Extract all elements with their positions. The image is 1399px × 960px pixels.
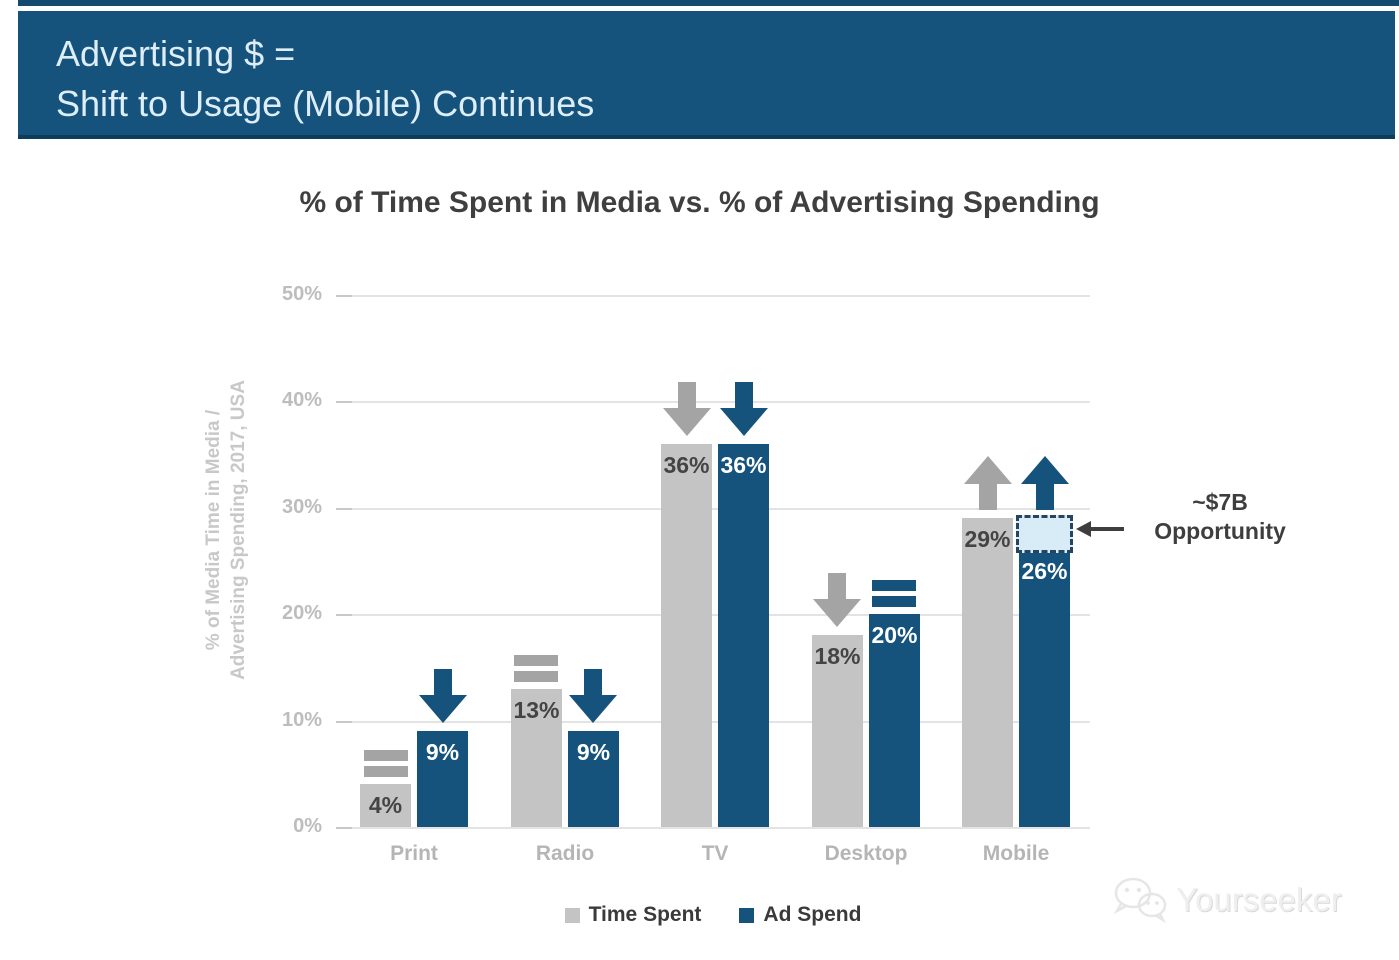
opportunity-label: Opportunity — [1154, 518, 1286, 544]
trend-equal-icon-ad-spend-desktop — [872, 580, 916, 612]
chart-title: % of Time Spent in Media vs. % of Advert… — [299, 186, 1100, 219]
y-tick-mark-20pct — [336, 614, 352, 616]
legend-swatch-icon — [564, 907, 580, 923]
bar-ad-spend-desktop — [869, 614, 920, 827]
x-axis-label-radio: Radio — [535, 842, 595, 865]
y-tick-label-20pct: 20% — [281, 602, 322, 624]
bar-value-label-ad-spend-print: 9% — [425, 739, 460, 765]
bar-value-label-time-spent-print: 4% — [368, 792, 403, 818]
trend-down-icon-ad-spend-radio — [569, 669, 617, 723]
bar-ad-spend-print — [417, 731, 468, 827]
legend-label: Ad Spend — [763, 903, 862, 926]
bar-time-spent-radio — [511, 689, 562, 827]
trend-down-icon-time-spent-tv — [663, 382, 711, 436]
header-title: Advertising $ = Shift to Usage (Mobile) … — [18, 11, 1395, 129]
x-axis-label-print: Print — [390, 842, 438, 865]
watermark-text: Yourseeker — [1176, 881, 1342, 918]
bar-value-label-time-spent-desktop: 18% — [814, 643, 861, 669]
chart-legend: Time Spent Ad Spend — [336, 903, 1090, 927]
y-tick-label-30pct: 30% — [281, 496, 322, 518]
legend-label: Time Spent — [588, 903, 702, 926]
y-tick-mark-0pct — [336, 827, 352, 829]
header-title-line2: Shift to Usage (Mobile) Continues — [56, 83, 595, 124]
opportunity-amount: ~$7B — [1192, 489, 1248, 515]
y-tick-label-40pct: 40% — [281, 389, 322, 411]
bar-ad-spend-tv — [718, 444, 769, 827]
trend-down-icon-ad-spend-tv — [720, 382, 768, 436]
watermark: Yourseeker — [1112, 876, 1342, 924]
y-axis-label-line1: % of Media Time in Media / — [203, 409, 224, 651]
x-axis-label-mobile: Mobile — [982, 842, 1050, 865]
y-tick-mark-30pct — [336, 508, 352, 510]
opportunity-annotation-text: ~$7B Opportunity — [1120, 488, 1320, 546]
trend-equal-icon-time-spent-print — [364, 750, 408, 782]
trend-up-icon-ad-spend-mobile — [1021, 456, 1069, 510]
bar-value-label-ad-spend-tv: 36% — [720, 452, 767, 478]
trend-equal-bar — [364, 750, 408, 761]
bar-value-label-time-spent-tv: 36% — [663, 452, 710, 478]
trend-up-icon-time-spent-mobile — [964, 456, 1012, 510]
legend-item-ad-spend: Ad Spend — [739, 903, 861, 927]
legend-swatch-icon — [739, 907, 755, 923]
gridline-50pct — [336, 295, 1090, 297]
y-axis-label: % of Media Time in Media / Advertising S… — [201, 380, 251, 680]
bar-time-spent-desktop — [812, 635, 863, 827]
bar-ad-spend-mobile — [1019, 550, 1070, 827]
opportunity-box — [1016, 515, 1073, 553]
legend-item-time-spent: Time Spent — [564, 903, 702, 927]
gridline-40pct — [336, 401, 1090, 403]
bar-value-label-time-spent-radio: 13% — [513, 697, 560, 723]
gridline-20pct — [336, 614, 1090, 616]
y-tick-mark-40pct — [336, 401, 352, 403]
y-tick-mark-50pct — [336, 295, 352, 297]
gridline-10pct — [336, 721, 1090, 723]
trend-equal-icon-time-spent-radio — [514, 655, 558, 687]
gridline-30pct — [336, 508, 1090, 510]
trend-equal-bar — [872, 580, 916, 591]
bar-value-label-ad-spend-radio: 9% — [576, 739, 611, 765]
bar-time-spent-mobile — [962, 518, 1013, 827]
trend-equal-bar — [514, 671, 558, 682]
bar-time-spent-tv — [661, 444, 712, 827]
bar-value-label-ad-spend-mobile: 26% — [1021, 558, 1068, 584]
trend-equal-bar — [872, 596, 916, 607]
wechat-icon — [1113, 877, 1167, 924]
bar-value-label-time-spent-mobile: 29% — [964, 526, 1011, 552]
y-tick-mark-10pct — [336, 721, 352, 723]
trend-equal-bar — [514, 655, 558, 666]
top-edge-strip — [18, 0, 1399, 6]
bar-time-spent-print — [360, 784, 411, 827]
trend-down-icon-time-spent-desktop — [813, 573, 861, 627]
y-axis-label-line2: Advertising Spending, 2017, USA — [228, 380, 249, 680]
y-tick-label-10pct: 10% — [281, 709, 322, 731]
header-banner: Advertising $ = Shift to Usage (Mobile) … — [18, 11, 1395, 139]
trend-equal-bar — [364, 766, 408, 777]
y-tick-label-50pct: 50% — [281, 283, 322, 305]
x-axis-label-desktop: Desktop — [824, 842, 908, 865]
x-axis-label-tv: TV — [701, 842, 729, 865]
y-tick-label-0pct: 0% — [293, 815, 322, 837]
annotation-left-arrow-icon — [1076, 521, 1124, 537]
bar-ad-spend-radio — [568, 731, 619, 827]
header-title-line1: Advertising $ = — [56, 33, 296, 74]
gridline-0pct — [336, 827, 1090, 829]
bar-value-label-ad-spend-desktop: 20% — [871, 622, 918, 648]
trend-down-icon-ad-spend-print — [419, 669, 467, 723]
